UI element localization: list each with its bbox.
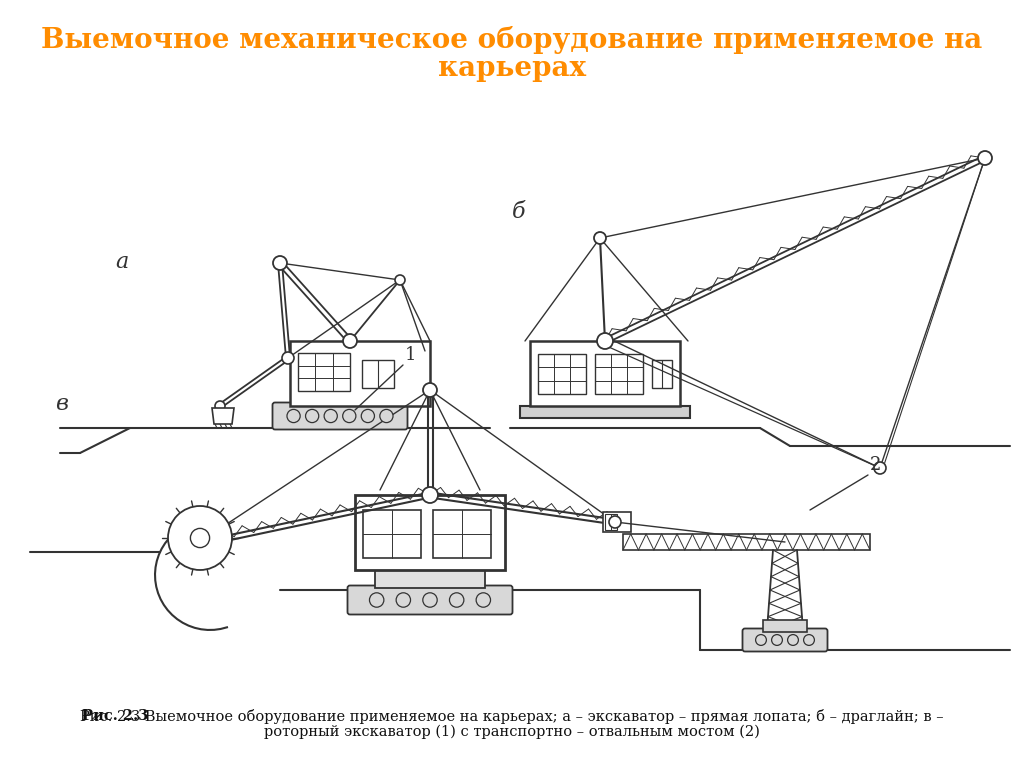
Bar	[355, 495, 505, 570]
Bar	[595, 354, 643, 394]
Circle shape	[423, 593, 437, 607]
Circle shape	[215, 401, 225, 411]
Bar	[652, 360, 672, 388]
Bar	[538, 354, 586, 394]
Polygon shape	[212, 408, 234, 424]
Circle shape	[874, 462, 886, 474]
Bar	[362, 510, 421, 558]
Circle shape	[609, 516, 621, 528]
Circle shape	[476, 593, 490, 607]
Circle shape	[380, 409, 393, 422]
Circle shape	[978, 151, 992, 165]
Text: 1: 1	[406, 346, 417, 364]
Text: 2: 2	[870, 456, 882, 474]
Circle shape	[343, 409, 356, 422]
Circle shape	[361, 409, 375, 422]
Bar	[290, 341, 430, 406]
FancyBboxPatch shape	[347, 585, 512, 614]
Text: в: в	[55, 393, 68, 415]
Text: Выемочное механическое оборудование применяемое на: Выемочное механическое оборудование прим…	[41, 26, 983, 54]
Circle shape	[287, 409, 300, 422]
Bar	[520, 406, 690, 418]
Circle shape	[305, 409, 318, 422]
Bar	[605, 514, 617, 530]
Circle shape	[282, 352, 294, 364]
Circle shape	[423, 383, 437, 397]
Circle shape	[325, 409, 337, 422]
Text: Рис. 2.3: Рис. 2.3	[82, 709, 148, 723]
Text: карьерах: карьерах	[438, 55, 586, 81]
Bar	[298, 353, 350, 391]
Circle shape	[190, 528, 210, 548]
FancyBboxPatch shape	[272, 402, 408, 429]
Bar	[763, 620, 807, 632]
Text: а: а	[115, 251, 128, 273]
Circle shape	[804, 634, 814, 645]
Circle shape	[168, 506, 232, 570]
Circle shape	[594, 232, 606, 244]
Circle shape	[422, 487, 438, 503]
Bar	[603, 512, 631, 532]
Circle shape	[273, 256, 287, 270]
Circle shape	[343, 334, 357, 348]
FancyBboxPatch shape	[742, 628, 827, 651]
Bar	[375, 570, 485, 588]
Circle shape	[772, 634, 782, 645]
Bar	[362, 360, 394, 388]
Text: Рис. 2.3 Выемочное оборудование применяемое на карьерах; а – экскаватор – прямая: Рис. 2.3 Выемочное оборудование применяе…	[80, 709, 944, 723]
Circle shape	[396, 593, 411, 607]
Circle shape	[597, 333, 613, 349]
Circle shape	[450, 593, 464, 607]
Circle shape	[787, 634, 799, 645]
Circle shape	[395, 275, 406, 285]
Bar	[433, 510, 490, 558]
Bar	[623, 534, 870, 550]
Circle shape	[756, 634, 766, 645]
Bar	[530, 341, 680, 406]
Text: б: б	[512, 201, 525, 223]
Text: роторный экскаватор (1) с транспортно – отвальным мостом (2): роторный экскаватор (1) с транспортно – …	[264, 725, 760, 739]
Circle shape	[370, 593, 384, 607]
